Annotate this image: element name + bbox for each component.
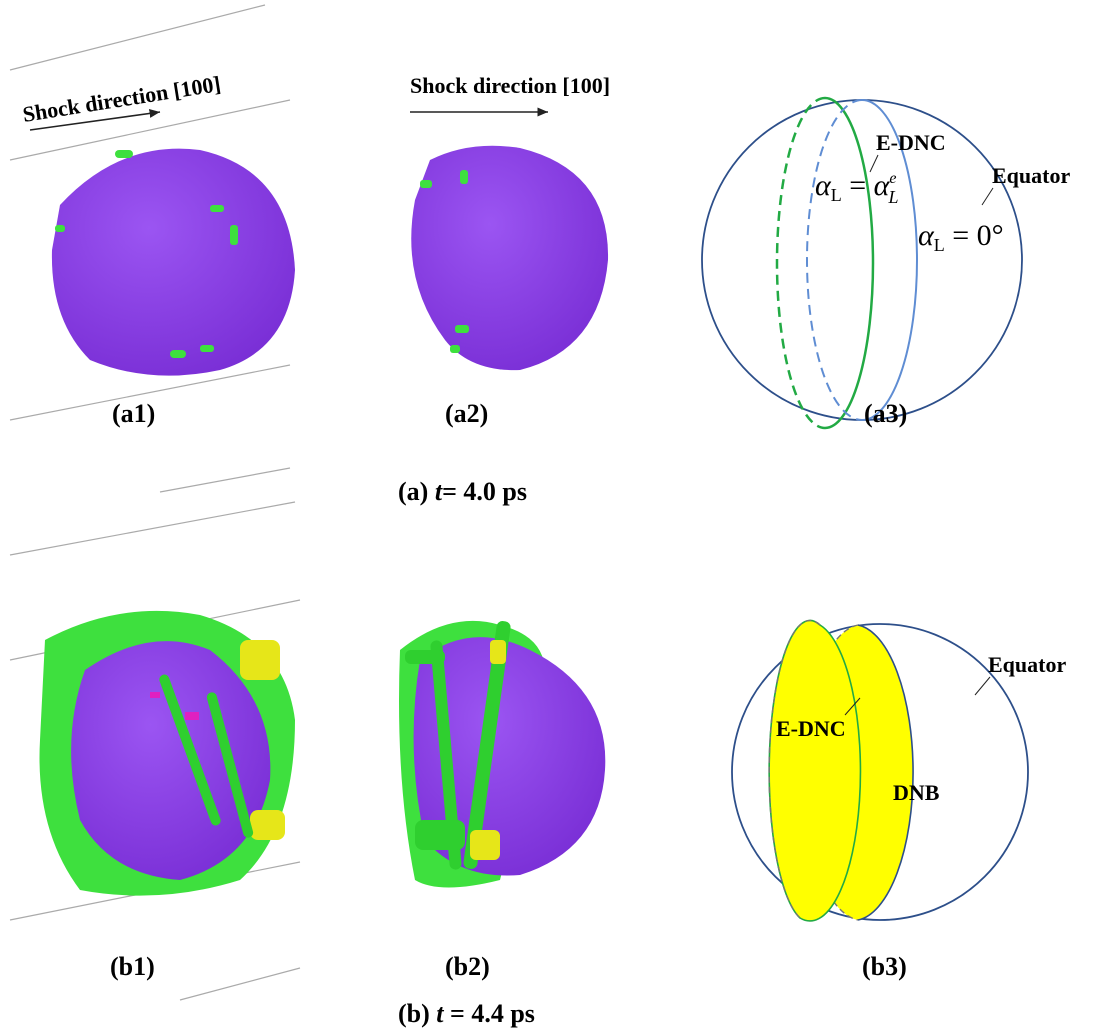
void-surface xyxy=(52,149,295,376)
edn-label: E-DNC xyxy=(876,130,946,155)
superscript: e xyxy=(889,170,896,187)
panel-a2: Shock direction [100] (a2) xyxy=(410,73,610,428)
panel-b3: Equator E-DNC DNB (b3) xyxy=(732,620,1066,981)
symbol: α xyxy=(918,219,935,252)
caption-label: (a) xyxy=(398,477,435,506)
panel-b1: (b1) xyxy=(40,611,296,981)
edn-label: E-DNC xyxy=(776,716,846,741)
caption-rest: = 4.4 ps xyxy=(444,999,535,1028)
subscript: L xyxy=(934,235,945,255)
equator-back xyxy=(807,100,862,420)
guide-line xyxy=(10,502,295,555)
shock-label: Shock direction [100] xyxy=(410,73,610,98)
shock-label: Shock direction [100] xyxy=(21,71,222,127)
panel-b2: (b2) xyxy=(399,620,605,981)
leader xyxy=(982,188,993,205)
panel-caption: (b3) xyxy=(862,952,907,981)
panel-caption: (a3) xyxy=(864,399,907,428)
subscript: L xyxy=(831,185,842,205)
equator-label: Equator xyxy=(992,163,1070,188)
panel-a-caption: (a) t= 4.0 ps xyxy=(398,477,527,506)
panel-b-caption: (b) t = 4.4 ps xyxy=(398,999,535,1028)
formula: αL = 0° xyxy=(918,219,1004,255)
panel-caption: (a2) xyxy=(445,399,488,428)
panel-caption: (b2) xyxy=(445,952,490,981)
leader xyxy=(975,677,990,695)
equator-label: Equator xyxy=(988,652,1066,677)
panel-caption: (b1) xyxy=(110,952,155,981)
panel-caption: (a1) xyxy=(112,399,155,428)
void-surface xyxy=(411,146,608,370)
symbol: α xyxy=(815,169,832,202)
guide-line xyxy=(180,968,300,1000)
e-dnc-back xyxy=(777,98,825,428)
subscript: L xyxy=(888,187,899,207)
figure: Shock direction [100] (a1) Shock directi… xyxy=(0,0,1101,1032)
equals: = 0° xyxy=(945,219,1004,252)
caption-label: (b) xyxy=(398,999,436,1028)
guide-line xyxy=(160,468,290,492)
dnb-label: DNB xyxy=(893,780,940,805)
equals: = xyxy=(842,169,874,202)
guide-line xyxy=(10,5,265,70)
caption-rest: = 4.0 ps xyxy=(442,477,527,506)
e-dnc-front xyxy=(825,98,873,428)
panel-a1: Shock direction [100] (a1) xyxy=(10,5,295,428)
